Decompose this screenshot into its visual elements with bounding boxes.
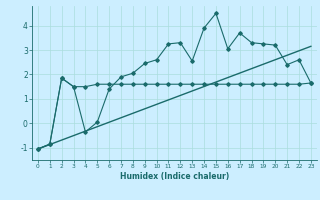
X-axis label: Humidex (Indice chaleur): Humidex (Indice chaleur): [120, 172, 229, 181]
